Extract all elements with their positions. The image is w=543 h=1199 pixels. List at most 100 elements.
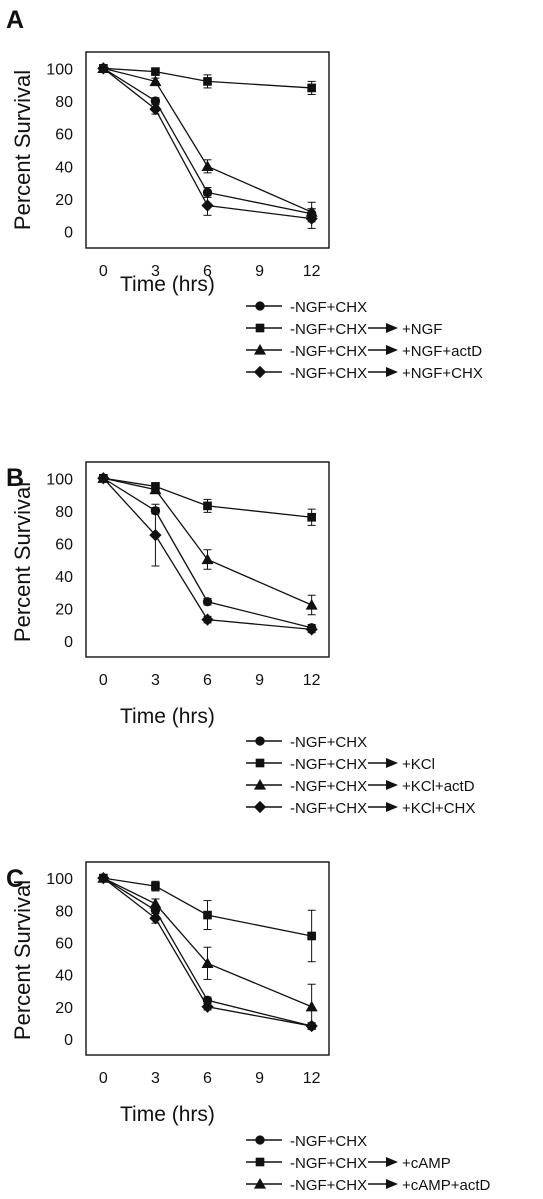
panel-b: B 0 20 40 60 80 100 0 3 6 9 12 Percent Survival Time … [6, 461, 475, 817]
x-tick-label: 6 [203, 263, 212, 280]
series-line [103, 67, 312, 215]
x-tick-label: 0 [99, 263, 108, 280]
data-point-diamond [305, 212, 318, 225]
data-point-diamond [149, 529, 162, 542]
legend-entry: -NGF+CHX [246, 1133, 367, 1150]
data-point-square [203, 501, 212, 511]
data-point-diamond [97, 871, 110, 885]
data-point-diamond [97, 472, 110, 485]
data-point-square [151, 67, 160, 76]
x-tick-label: 3 [151, 1070, 160, 1087]
legend-label-treatment: +NGF+CHX [402, 365, 483, 382]
y-axis-label: Percent Survival [10, 880, 35, 1040]
plot-frame [85, 51, 330, 249]
data-point-square [151, 881, 160, 891]
y-tick-label: 20 [55, 192, 73, 209]
arrow-icon [386, 1157, 398, 1167]
x-tick-label: 6 [203, 672, 212, 689]
y-tick-label: 0 [64, 225, 73, 242]
legend-marker-square [255, 323, 265, 333]
legend-label: -NGF+CHX [290, 1177, 367, 1194]
legend-label-treatment: +cAMP [402, 1155, 451, 1172]
y-tick-label: 80 [55, 903, 73, 920]
arrow-icon [386, 323, 398, 333]
legend-marker-triangle [254, 344, 266, 355]
y-tick-label: 100 [46, 871, 73, 888]
y-tick-label: 100 [46, 471, 73, 488]
legend-entry: -NGF+CHX +cAMP+actD [246, 1177, 491, 1194]
legend-label-treatment: +KCl [402, 756, 435, 773]
data-point-triangle [305, 1000, 318, 1012]
data-point-square [307, 512, 316, 522]
series-line [102, 877, 312, 1027]
y-tick-label: 60 [55, 935, 73, 952]
legend-entry: -NGF+CHX +NGF+CHX [246, 365, 483, 382]
legend-entry: -NGF+CHX +KCl+CHX [246, 800, 475, 817]
legend-marker-diamond [253, 365, 267, 379]
legend-label: -NGF+CHX [290, 1155, 367, 1172]
legend-label-treatment: +NGF+actD [402, 343, 482, 360]
x-axis-label: Time (hrs) [120, 1103, 215, 1126]
x-axis-label: Time (hrs) [120, 705, 215, 728]
series-line [103, 877, 312, 1027]
y-tick-label: 100 [46, 61, 73, 78]
series-line [102, 477, 312, 631]
data-point-circle [150, 96, 161, 106]
data-point-triangle [149, 897, 162, 909]
arrow-icon [386, 345, 398, 355]
legend-label-treatment: +KCl+CHX [402, 800, 475, 817]
y-axis-label: Percent Survival [10, 70, 35, 230]
legend-entry: -NGF+CHX [246, 734, 367, 751]
x-tick-label: 12 [303, 263, 321, 280]
x-tick-label: 0 [99, 1070, 108, 1087]
series-line [103, 477, 312, 606]
y-tick-label: 40 [55, 569, 73, 586]
series-square [99, 473, 316, 526]
panel-a: A 0 20 40 60 80 100 0 3 6 9 12 Percent Survival Time … [6, 6, 483, 382]
plot-frame [85, 461, 330, 658]
x-axis-label: Time (hrs) [120, 273, 215, 296]
legend-entry: -NGF+CHX +NGF [246, 321, 442, 338]
data-point-diamond [149, 912, 162, 925]
series-diamond [97, 472, 318, 636]
data-point-triangle [305, 599, 318, 610]
data-point-diamond [201, 613, 214, 626]
arrow-icon [386, 758, 398, 768]
legend-label: -NGF+CHX [290, 321, 367, 338]
series-line [103, 477, 312, 629]
x-tick-label: 3 [151, 263, 160, 280]
legend-entry: -NGF+CHX +KCl [246, 756, 435, 773]
x-tick-label: 9 [255, 263, 264, 280]
x-tick-label: 12 [303, 672, 321, 689]
data-point-square [307, 931, 316, 941]
legend-entry: -NGF+CHX [246, 299, 367, 316]
legend-label-treatment: +NGF [402, 321, 442, 338]
legend-marker-triangle [254, 779, 266, 790]
legend-label: -NGF+CHX [290, 734, 367, 751]
y-tick-label: 0 [64, 634, 73, 651]
data-point-square [203, 910, 212, 920]
panel-c: C 0 20 40 60 80 100 0 3 6 9 12 Percent Survival Time … [6, 861, 491, 1194]
data-point-circle [202, 597, 213, 607]
arrow-icon [386, 367, 398, 377]
x-tick-label: 12 [303, 1070, 321, 1087]
legend-label: -NGF+CHX [290, 299, 367, 316]
series-line [103, 877, 312, 937]
legend-label: -NGF+CHX [290, 1133, 367, 1150]
legend-marker-diamond [253, 800, 267, 814]
x-tick-label: 3 [151, 672, 160, 689]
plot-frame [85, 861, 330, 1056]
data-point-circle [202, 187, 213, 198]
data-point-diamond [201, 1000, 214, 1013]
y-tick-label: 20 [55, 601, 73, 618]
x-tick-label: 6 [203, 1070, 212, 1087]
data-point-triangle [201, 957, 214, 969]
data-point-diamond [97, 62, 110, 75]
legend-label-treatment: +KCl+actD [402, 778, 475, 795]
panel-label: C [6, 865, 24, 893]
data-point-diamond [305, 623, 318, 636]
data-point-square [203, 77, 212, 86]
legend-label: -NGF+CHX [290, 343, 367, 360]
x-tick-label: 9 [255, 1070, 264, 1087]
